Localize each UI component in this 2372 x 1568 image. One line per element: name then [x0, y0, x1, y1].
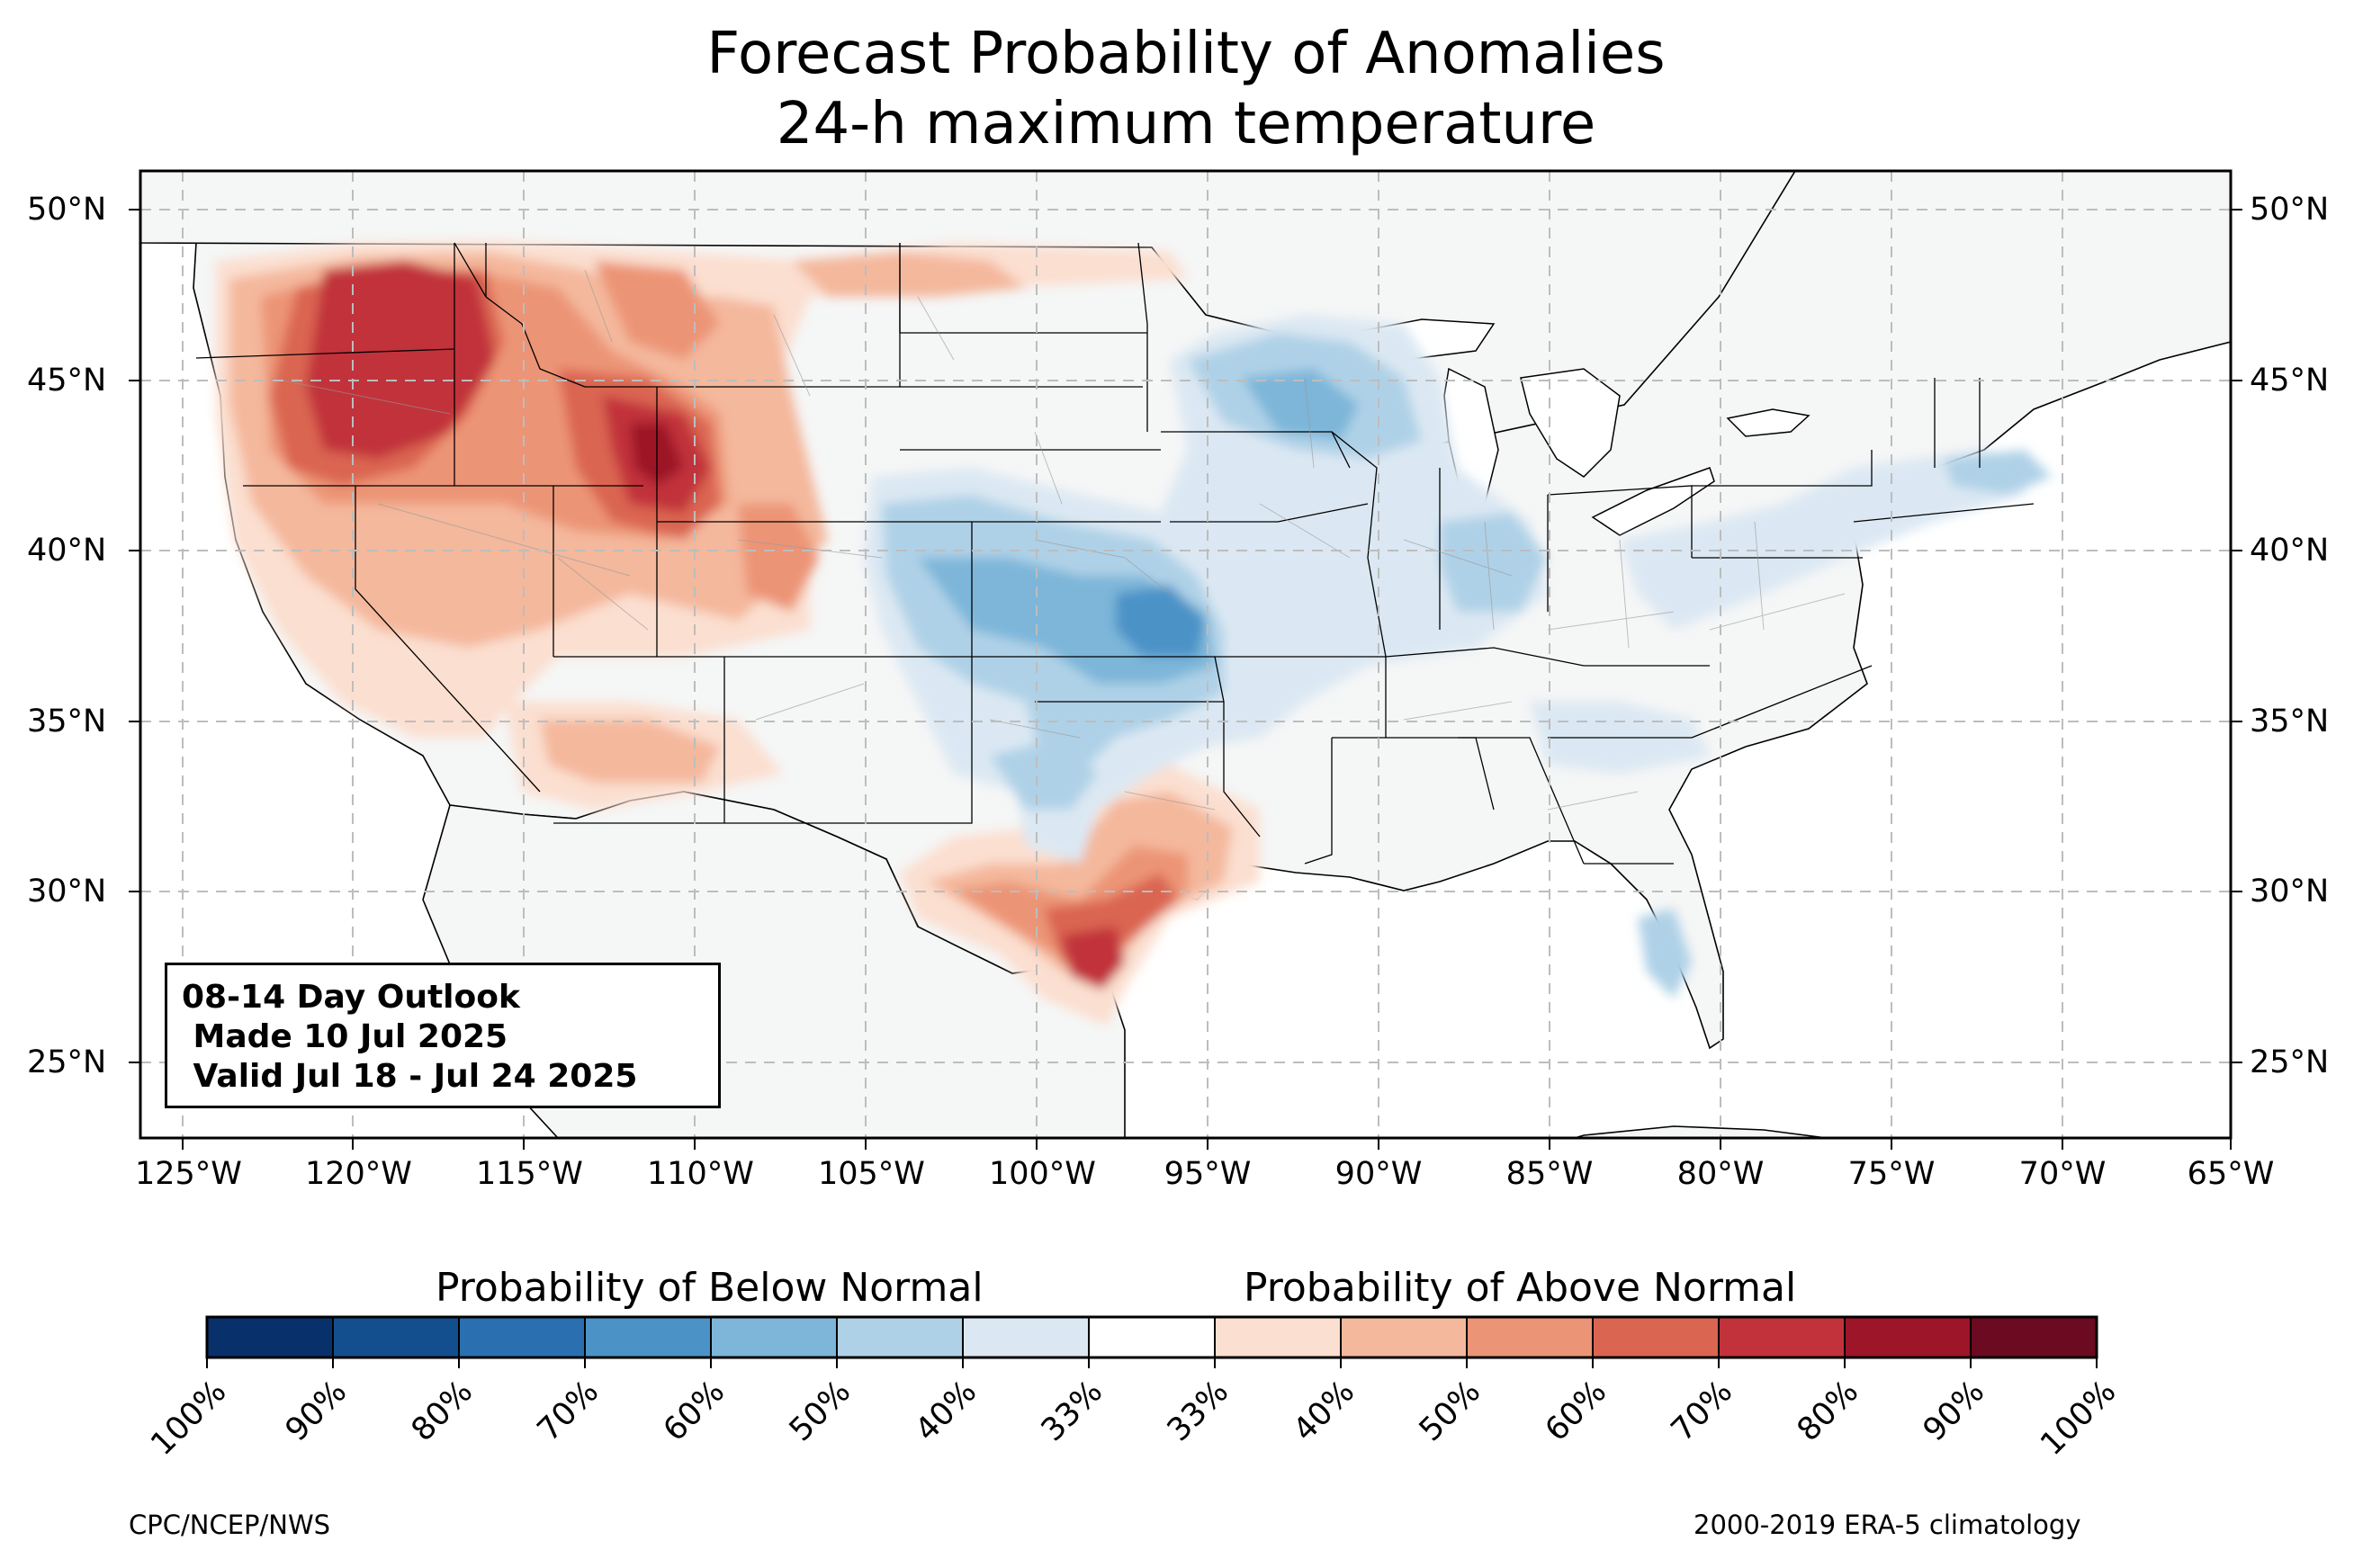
- lon-label: 90°W: [1334, 1156, 1423, 1192]
- lat-label-left: 30°N: [27, 874, 107, 909]
- lat-label-right: 45°N: [2250, 363, 2330, 399]
- map-title: Forecast Probability of Anomalies: [706, 21, 1666, 87]
- lat-label-right: 30°N: [2250, 874, 2330, 909]
- gridlines: [140, 171, 2231, 1138]
- lon-label: 100°W: [989, 1156, 1096, 1192]
- colorbar-cell: [1719, 1317, 1846, 1357]
- colorbar-cell: [1467, 1317, 1594, 1357]
- lon-label: 75°W: [1847, 1156, 1936, 1192]
- outlook-info-box: 08-14 Day Outlook Made 10 Jul 2025 Valid…: [165, 963, 721, 1108]
- state-borders: [195, 242, 2035, 865]
- lat-label-right: 40°N: [2250, 533, 2330, 569]
- outlook-period: 08-14 Day Outlook: [182, 979, 520, 1016]
- lon-label: 65°W: [2187, 1156, 2275, 1192]
- colorbar: [207, 1317, 2098, 1357]
- lon-label: 105°W: [818, 1156, 925, 1192]
- lon-label: 80°W: [1676, 1156, 1765, 1192]
- lat-label-left: 35°N: [27, 703, 107, 739]
- colorbar-ticks: [206, 1317, 2098, 1368]
- colorbar-cell: [1971, 1317, 2098, 1357]
- lon-label: 120°W: [305, 1156, 412, 1192]
- colorbar-cell: [1593, 1317, 1720, 1357]
- colorbar-cell: [333, 1317, 460, 1357]
- map-frame: [139, 169, 2233, 1140]
- lat-label-left: 50°N: [27, 192, 107, 228]
- map-subtitle: 24-h maximum temperature: [776, 91, 1596, 157]
- lon-label: 85°W: [1505, 1156, 1594, 1192]
- colorbar-cell: [1845, 1317, 1972, 1357]
- colorbar-cell: [459, 1317, 586, 1357]
- colorbar-cell: [207, 1317, 334, 1357]
- lon-label: 95°W: [1164, 1156, 1252, 1192]
- outlook-valid-range: Valid Jul 18 - Jul 24 2025: [182, 1058, 638, 1095]
- footer-climatology: 2000-2019 ERA-5 climatology: [1694, 1510, 2081, 1540]
- footer-source: CPC/NCEP/NWS: [129, 1510, 331, 1540]
- lat-label-left: 45°N: [27, 363, 107, 399]
- lat-label-right: 25°N: [2250, 1044, 2330, 1080]
- axis-ticks: [129, 209, 2242, 1150]
- colorbar-above-label: Probability of Above Normal: [1244, 1265, 1797, 1311]
- lat-label-left: 25°N: [27, 1044, 107, 1080]
- lon-label: 110°W: [647, 1156, 754, 1192]
- lat-label-left: 40°N: [27, 533, 107, 569]
- colorbar-cell: [585, 1317, 712, 1357]
- colorbar-cell: [963, 1317, 1090, 1357]
- lon-label: 125°W: [135, 1156, 242, 1192]
- colorbar-cell: [1215, 1317, 1342, 1357]
- lon-label: 70°W: [2018, 1156, 2107, 1192]
- lat-label-right: 35°N: [2250, 703, 2330, 739]
- lon-label: 115°W: [476, 1156, 583, 1192]
- colorbar-cell: [837, 1317, 964, 1357]
- colorbar-cell: [711, 1317, 838, 1357]
- county-lines: [269, 269, 1846, 811]
- outlook-made-date: Made 10 Jul 2025: [182, 1018, 508, 1055]
- colorbar-cell: [1089, 1317, 1216, 1357]
- colorbar-below-label: Probability of Below Normal: [436, 1265, 984, 1311]
- colorbar-cell: [1341, 1317, 1468, 1357]
- lat-label-right: 50°N: [2250, 192, 2330, 228]
- probability-shading: [216, 241, 2052, 1026]
